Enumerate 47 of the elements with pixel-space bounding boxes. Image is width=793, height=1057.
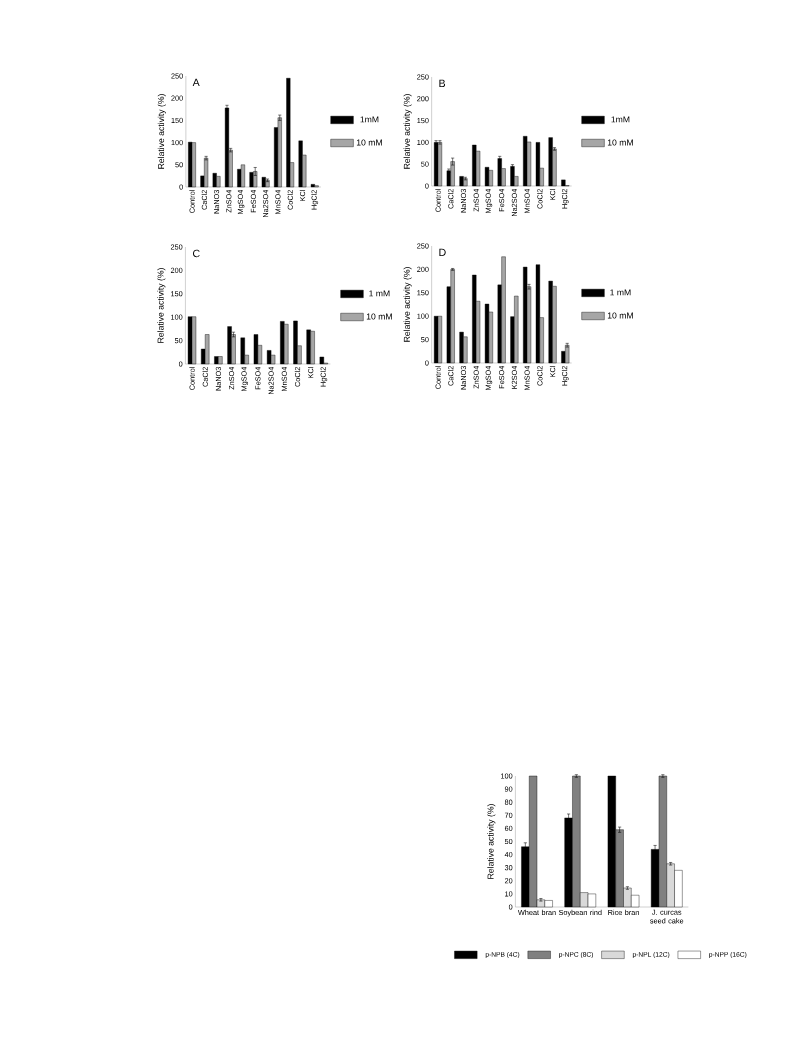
bar bbox=[187, 316, 193, 365]
bar bbox=[510, 166, 515, 187]
bar bbox=[249, 172, 254, 188]
bar bbox=[535, 264, 541, 364]
bar bbox=[484, 303, 490, 364]
y-axis-title: Relative activity (%) bbox=[157, 268, 166, 343]
bar bbox=[286, 78, 291, 188]
legend-label: 10 mM bbox=[356, 139, 382, 146]
bar bbox=[310, 184, 315, 188]
legend-label: 1mM bbox=[611, 116, 630, 123]
legend-label: 10 mM bbox=[366, 313, 392, 320]
bar bbox=[319, 356, 325, 365]
bar bbox=[214, 356, 219, 365]
bar bbox=[227, 326, 232, 365]
bar bbox=[266, 350, 272, 365]
bar bbox=[224, 107, 230, 188]
chart-title: C bbox=[193, 249, 200, 258]
bar bbox=[472, 274, 477, 364]
bar bbox=[561, 179, 566, 187]
bar bbox=[548, 280, 553, 364]
bar bbox=[261, 177, 266, 188]
chart-title: A bbox=[192, 78, 200, 86]
bar bbox=[484, 167, 490, 187]
legend-label: 1 mM bbox=[369, 290, 390, 297]
bar bbox=[548, 137, 553, 187]
bar bbox=[459, 331, 464, 364]
y-axis-title: Relative activity (%) bbox=[487, 804, 496, 879]
chart-title: D bbox=[439, 248, 446, 256]
bar bbox=[293, 320, 298, 365]
bar bbox=[280, 321, 285, 365]
bar bbox=[212, 173, 217, 188]
legend-label: 1 mM bbox=[610, 289, 631, 296]
y-axis-title: Relative activity (%) bbox=[403, 94, 412, 169]
bar bbox=[535, 142, 541, 187]
bar bbox=[240, 337, 245, 365]
bar bbox=[253, 334, 259, 365]
bar bbox=[306, 329, 311, 365]
bar bbox=[459, 176, 464, 187]
legend-label: 1mM bbox=[360, 116, 379, 123]
y-axis-title: Relative activity (%) bbox=[403, 267, 412, 342]
bar bbox=[497, 158, 502, 187]
chart-title: B bbox=[439, 79, 446, 87]
bar bbox=[472, 144, 477, 187]
legend-label: 10 mM bbox=[607, 139, 633, 146]
y-axis-title: Relative activity (%) bbox=[157, 94, 166, 169]
legend-label: 10 mM bbox=[607, 312, 633, 319]
bar bbox=[298, 140, 303, 188]
